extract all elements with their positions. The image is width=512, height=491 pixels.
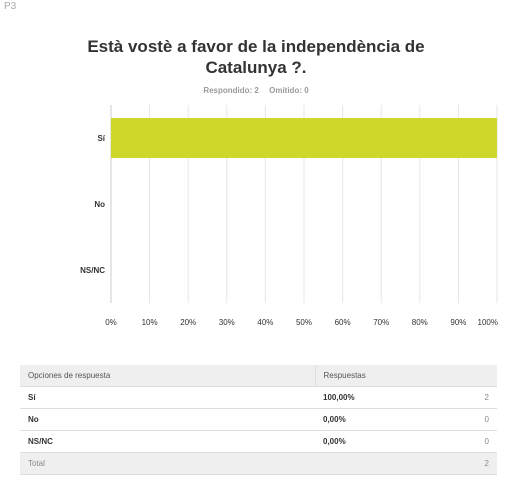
x-tick-label: 10% bbox=[142, 318, 158, 327]
table-header-row: Opciones de respuesta Respuestas bbox=[20, 365, 497, 387]
bar-chart: 0% 10% 20% 30% 40% 50% 60% 70% 80% 90% 100% Sí No NS/… bbox=[80, 105, 498, 327]
total-label: Total bbox=[20, 452, 315, 475]
row-percent: 100,00% bbox=[315, 386, 441, 409]
bar bbox=[111, 118, 497, 158]
chart-title: Està vostè a favor de la independència d… bbox=[0, 36, 512, 78]
row-option: NS/NC bbox=[20, 430, 315, 453]
row-option: Sí bbox=[20, 386, 315, 409]
table-row: NS/NC 0,00% 0 bbox=[20, 430, 497, 453]
row-count: 0 bbox=[441, 408, 497, 431]
category-label: Sí bbox=[97, 134, 105, 143]
chart-title-line-2: Catalunya ?. bbox=[205, 58, 307, 77]
header-responses: Respuestas bbox=[315, 365, 497, 387]
row-count: 2 bbox=[441, 386, 497, 409]
x-tick-label: 20% bbox=[180, 318, 196, 327]
table-row: No 0,00% 0 bbox=[20, 408, 497, 431]
x-tick-label: 50% bbox=[296, 318, 312, 327]
row-count: 0 bbox=[441, 430, 497, 453]
row-percent: 0,00% bbox=[315, 430, 441, 453]
question-id: P3 bbox=[4, 1, 17, 12]
x-tick-label: 60% bbox=[335, 318, 351, 327]
x-tick-label: 40% bbox=[257, 318, 273, 327]
category-label: NS/NC bbox=[80, 266, 105, 275]
response-table: Opciones de respuesta Respuestas Sí 100,… bbox=[20, 365, 497, 475]
category-label: No bbox=[94, 200, 105, 209]
total-count: 2 bbox=[441, 452, 497, 475]
table-row: Sí 100,00% 2 bbox=[20, 386, 497, 409]
row-percent: 0,00% bbox=[315, 408, 441, 431]
x-tick-label: 0% bbox=[105, 318, 117, 327]
chart-title-line-1: Està vostè a favor de la independència d… bbox=[87, 37, 425, 56]
skipped-count: Omitido: 0 bbox=[269, 86, 309, 95]
x-tick-label: 30% bbox=[219, 318, 235, 327]
x-tick-label: 80% bbox=[412, 318, 428, 327]
row-option: No bbox=[20, 408, 315, 431]
x-tick-label: 70% bbox=[373, 318, 389, 327]
answered-count: Respondido: 2 bbox=[203, 86, 259, 95]
table-total-row: Total 2 bbox=[20, 452, 497, 475]
x-tick-label: 100% bbox=[478, 318, 498, 327]
header-options: Opciones de respuesta bbox=[20, 365, 316, 387]
response-stats: Respondido: 2 Omitido: 0 bbox=[0, 86, 512, 95]
x-tick-label: 90% bbox=[450, 318, 466, 327]
